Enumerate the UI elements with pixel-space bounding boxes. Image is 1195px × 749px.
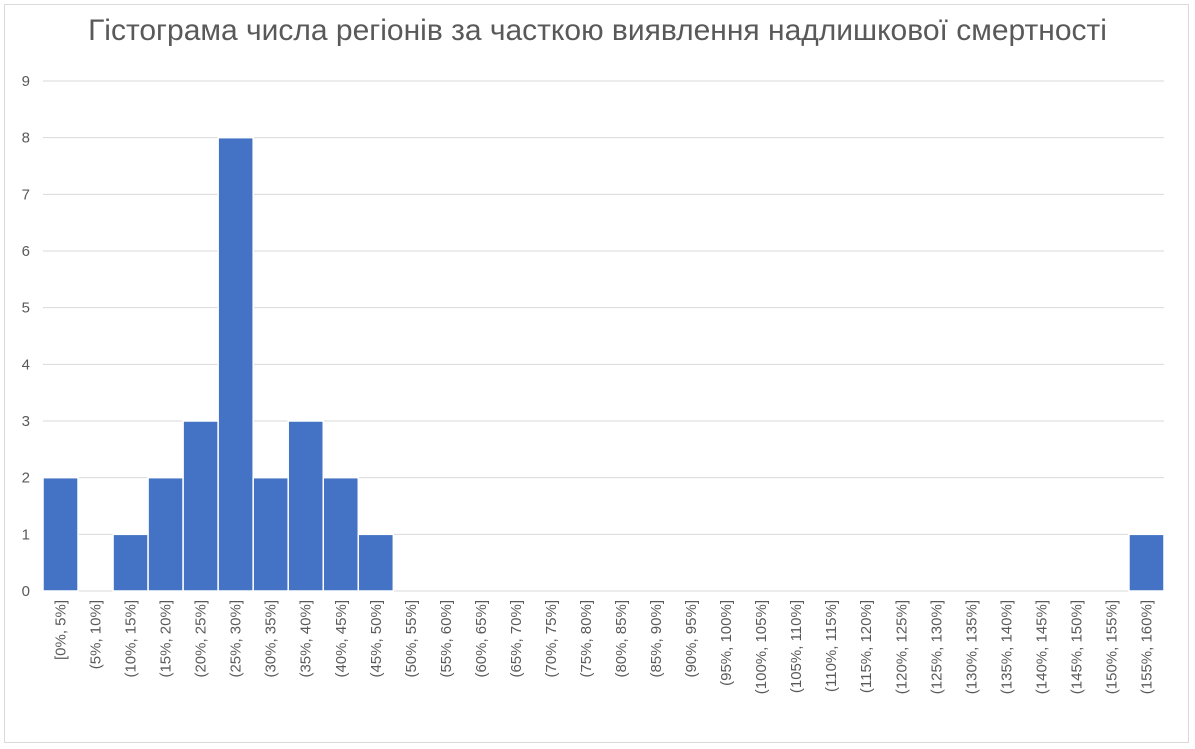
y-axis-ticks: 0 1 2 3 4 5 6 7 8 9 (22, 73, 30, 600)
x-tick-label: (120%, 125%] (893, 600, 910, 694)
y-tick-label: 8 (22, 130, 30, 147)
y-tick-label: 5 (22, 300, 30, 317)
y-tick-label: 7 (22, 186, 30, 203)
x-tick-label: (10%, 15%] (123, 600, 140, 678)
bar (112, 533, 149, 592)
x-tick-label: [0%, 5%] (53, 600, 70, 660)
bar (322, 476, 360, 592)
y-tick-label: 9 (22, 73, 30, 90)
x-tick-label: (30%, 35%] (263, 600, 280, 678)
chart-title: Гістограма числа регіонів за часткою вия… (88, 14, 1107, 47)
x-tick-label: (145%, 150%] (1068, 600, 1085, 694)
y-tick-label: 0 (22, 583, 30, 600)
bar (252, 476, 289, 592)
x-tick-label: (55%, 60%] (438, 600, 455, 678)
x-tick-label: (85%, 90%] (648, 600, 665, 678)
y-tick-label: 6 (22, 243, 30, 260)
x-tick-label: (20%, 25%] (193, 600, 210, 678)
bar (42, 476, 79, 592)
x-tick-label: (50%, 55%] (403, 600, 420, 678)
y-tick-label: 1 (22, 526, 30, 543)
x-tick-label: (100%, 105%] (753, 600, 770, 694)
bar (147, 476, 184, 592)
x-tick-label: (75%, 80%] (578, 600, 595, 678)
x-tick-label: (35%, 40%] (298, 600, 315, 678)
x-tick-label: (15%, 20%] (158, 600, 175, 678)
x-tick-label: (65%, 70%] (508, 600, 525, 678)
x-tick-label: (25%, 30%] (228, 600, 245, 678)
x-tick-label: (115%, 120%] (858, 600, 875, 693)
bars (42, 136, 1165, 592)
y-tick-label: 2 (22, 470, 30, 487)
x-tick-label: (70%, 75%] (543, 600, 560, 678)
bar (182, 420, 219, 592)
bar (357, 533, 395, 592)
x-tick-label: (90%, 95%] (683, 600, 700, 678)
x-axis-ticks: [0%, 5%] (5%, 10%] (10%, 15%] (15%, 20%] (20… (53, 600, 1156, 694)
x-tick-label: (80%, 85%] (613, 600, 630, 678)
bar (287, 420, 324, 592)
bar (1128, 533, 1165, 592)
x-tick-label: (105%, 110%] (788, 600, 805, 693)
x-tick-label: (150%, 155%] (1103, 600, 1120, 694)
x-tick-label: (130%, 135%] (963, 600, 980, 694)
x-tick-label: (140%, 145%] (1033, 600, 1050, 694)
x-tick-label: (40%, 45%] (333, 600, 350, 678)
x-tick-label: (155%, 160%] (1138, 600, 1155, 694)
bar (217, 136, 254, 592)
chart-frame (4, 4, 1189, 743)
x-tick-label: (45%, 50%] (368, 600, 385, 678)
x-tick-label: (60%, 65%] (473, 600, 490, 678)
x-tick-label: (5%, 10%] (88, 600, 105, 669)
x-tick-label: (110%, 115%] (823, 600, 840, 692)
x-tick-label: (95%, 100%] (718, 600, 735, 686)
y-tick-label: 3 (22, 413, 30, 430)
y-tick-label: 4 (22, 356, 30, 373)
x-tick-label: (135%, 140%] (998, 600, 1015, 694)
x-tick-label: (125%, 130%] (928, 600, 945, 694)
